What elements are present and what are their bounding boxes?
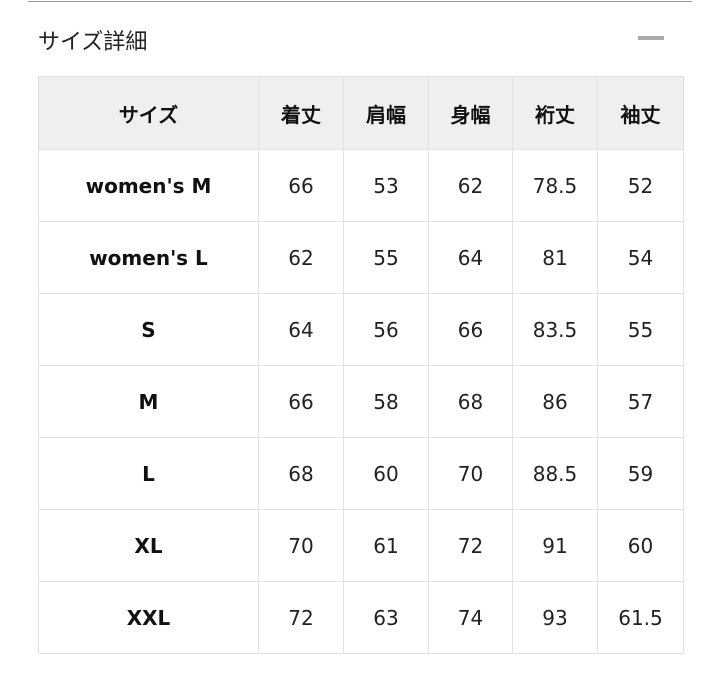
measurement-cell: 59	[597, 437, 684, 510]
measurement-cell: 64	[258, 293, 344, 366]
measurement-cell: 60	[597, 509, 684, 582]
measurement-cell: 66	[258, 365, 344, 438]
measurement-cell: 72	[258, 581, 344, 654]
measurement-cell: 68	[428, 365, 513, 438]
size-label: women's M	[38, 149, 259, 222]
divider	[28, 1, 692, 2]
column-header: 身幅	[428, 76, 513, 150]
size-label: L	[38, 437, 259, 510]
measurement-cell: 55	[597, 293, 684, 366]
table-row: women's L 62 55 64 81 54	[38, 221, 684, 294]
table-row: women's M 66 53 62 78.5 52	[38, 149, 684, 222]
size-label: M	[38, 365, 259, 438]
measurement-cell: 56	[343, 293, 429, 366]
measurement-cell: 61.5	[597, 581, 684, 654]
measurement-cell: 88.5	[512, 437, 598, 510]
column-header: サイズ	[38, 76, 259, 150]
table-row: L 68 60 70 88.5 59	[38, 437, 684, 510]
table-row: M 66 58 68 86 57	[38, 365, 684, 438]
size-label: women's L	[38, 221, 259, 294]
measurement-cell: 64	[428, 221, 513, 294]
measurement-cell: 81	[512, 221, 598, 294]
measurement-cell: 66	[258, 149, 344, 222]
measurement-cell: 63	[343, 581, 429, 654]
measurement-cell: 61	[343, 509, 429, 582]
size-label: XXL	[38, 581, 259, 654]
collapse-button[interactable]	[638, 36, 664, 40]
measurement-cell: 91	[512, 509, 598, 582]
measurement-cell: 58	[343, 365, 429, 438]
measurement-cell: 57	[597, 365, 684, 438]
measurement-cell: 54	[597, 221, 684, 294]
table-header-row: サイズ 着丈 肩幅 身幅 裄丈 袖丈	[38, 76, 684, 150]
measurement-cell: 68	[258, 437, 344, 510]
measurement-cell: 55	[343, 221, 429, 294]
measurement-cell: 74	[428, 581, 513, 654]
measurement-cell: 62	[428, 149, 513, 222]
size-table: サイズ 着丈 肩幅 身幅 裄丈 袖丈 women's M 66 53 62 78.5 52 women…	[38, 76, 684, 654]
measurement-cell: 72	[428, 509, 513, 582]
column-header: 着丈	[258, 76, 344, 150]
size-label: XL	[38, 509, 259, 582]
measurement-cell: 70	[258, 509, 344, 582]
table-row: XL 70 61 72 91 60	[38, 509, 684, 582]
measurement-cell: 93	[512, 581, 598, 654]
column-header: 肩幅	[343, 76, 429, 150]
measurement-cell: 52	[597, 149, 684, 222]
table-row: XXL 72 63 74 93 61.5	[38, 581, 684, 654]
column-header: 裄丈	[512, 76, 598, 150]
measurement-cell: 62	[258, 221, 344, 294]
measurement-cell: 66	[428, 293, 513, 366]
measurement-cell: 86	[512, 365, 598, 438]
section-title: サイズ詳細	[38, 30, 148, 55]
column-header: 袖丈	[597, 76, 684, 150]
measurement-cell: 70	[428, 437, 513, 510]
measurement-cell: 53	[343, 149, 429, 222]
measurement-cell: 83.5	[512, 293, 598, 366]
size-label: S	[38, 293, 259, 366]
measurement-cell: 78.5	[512, 149, 598, 222]
measurement-cell: 60	[343, 437, 429, 510]
table-row: S 64 56 66 83.5 55	[38, 293, 684, 366]
